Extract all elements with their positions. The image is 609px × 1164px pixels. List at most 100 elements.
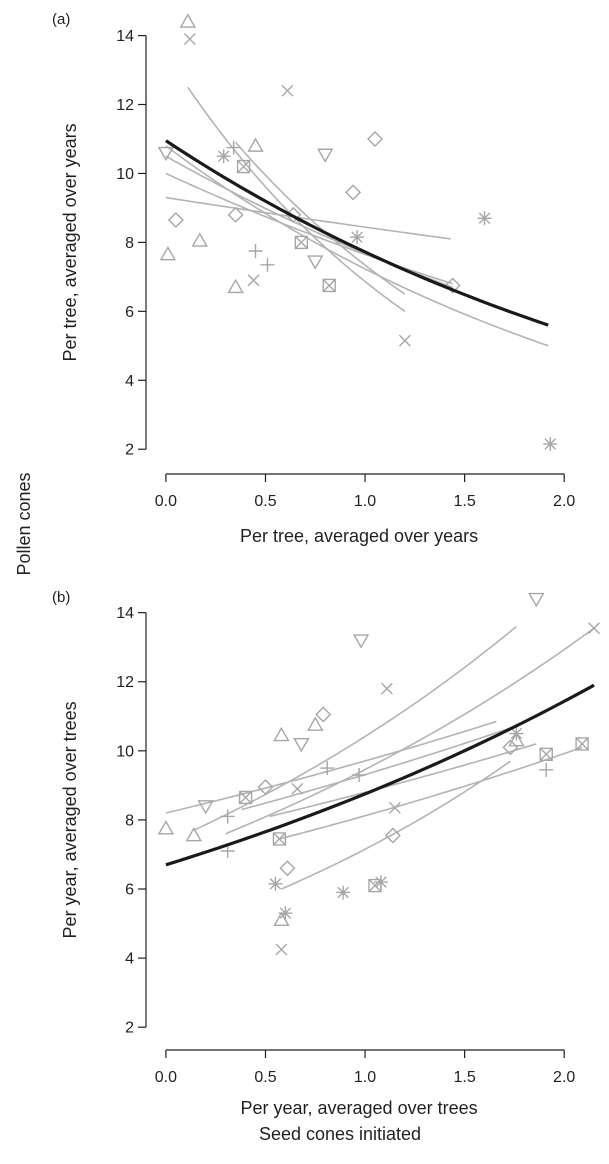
data-point-triangle-up-6 <box>191 232 208 247</box>
data-point-diamond-22 <box>345 184 362 201</box>
shared-xlabel: Seed cones initiated <box>259 1124 421 1144</box>
y-tick-label: 6 <box>125 882 134 899</box>
data-point-boxed-x-9 <box>272 832 287 846</box>
data-point-diamond-7 <box>257 779 274 796</box>
individual-fit-line-7 <box>281 760 511 890</box>
x-tick-label: 1.5 <box>453 1069 475 1086</box>
data-point-asterisk-28 <box>543 437 558 452</box>
y-tick-label: 10 <box>116 166 134 183</box>
x-tick-label: 0.0 <box>155 493 177 510</box>
y-tick-label: 8 <box>125 812 134 829</box>
data-point-boxed-x-34 <box>575 737 589 751</box>
panel-label-b: (b) <box>52 589 70 606</box>
shared-ylabel: Pollen cones <box>14 472 34 575</box>
individual-fit-line-1 <box>165 720 497 814</box>
individual-fit-line-5 <box>269 743 537 818</box>
data-point-x-2 <box>183 33 196 45</box>
y-tick-label: 4 <box>125 373 134 390</box>
individual-fit-line-6 <box>279 746 583 840</box>
data-point-diamond-26 <box>444 277 461 294</box>
data-point-diamond-4 <box>167 211 184 228</box>
data-point-asterisk-7 <box>216 149 231 164</box>
x-axis-title-a: Per tree, averaged over years <box>240 526 478 546</box>
y-tick-label: 14 <box>116 28 134 45</box>
individual-fit-line-4 <box>241 722 525 811</box>
y-axis-title-b: Per year, averaged over trees <box>60 701 80 938</box>
data-point-boxed-x-32 <box>539 747 553 761</box>
data-point-plus-4 <box>220 809 235 824</box>
overall-fit-line <box>165 683 595 867</box>
data-point-diamond-14 <box>279 860 296 877</box>
data-point-triangle-up-11 <box>247 137 264 152</box>
x-tick-label: 0.5 <box>254 1069 276 1086</box>
data-point-boxed-x-6 <box>238 790 253 805</box>
data-point-x-12 <box>275 943 288 956</box>
x-axis-title-b: Per year, averaged over trees <box>240 1098 477 1118</box>
y-tick-label: 4 <box>125 951 134 968</box>
data-point-boxed-x-23 <box>368 878 382 893</box>
data-point-triangle-up-17 <box>307 716 324 731</box>
data-point-diamond-18 <box>315 706 332 723</box>
data-point-asterisk-13 <box>278 906 293 921</box>
data-point-asterisk-20 <box>336 885 351 900</box>
y-tick-label: 12 <box>116 97 134 114</box>
data-point-triangle-up-1 <box>179 13 197 28</box>
individual-fit-line-6 <box>235 141 406 295</box>
data-point-x-15 <box>291 782 304 795</box>
data-point-triangle-up-1 <box>157 820 175 835</box>
x-tick-label: 1.0 <box>354 1069 376 1086</box>
data-point-x-26 <box>388 801 401 814</box>
data-point-plus-19 <box>320 761 335 776</box>
data-point-x-13 <box>247 274 260 287</box>
data-point-triangle-up-30 <box>508 732 525 747</box>
individual-fit-line-5 <box>165 196 451 240</box>
data-point-asterisk-27 <box>477 211 492 226</box>
data-point-plus-33 <box>539 762 554 777</box>
panel-label-a: (a) <box>52 11 70 28</box>
data-point-triangle-down-21 <box>352 634 370 649</box>
x-tick-label: 1.5 <box>453 493 475 510</box>
data-point-x-25 <box>398 334 411 347</box>
data-point-triangle-down-31 <box>528 592 545 608</box>
overall-fit-line <box>165 139 549 327</box>
data-point-plus-22 <box>352 768 367 782</box>
y-tick-label: 10 <box>116 743 134 760</box>
data-point-triangle-down-3 <box>157 146 175 162</box>
individual-fit-line-2 <box>193 625 517 831</box>
data-point-boxed-x-9 <box>236 159 251 174</box>
y-tick-label: 6 <box>125 304 134 321</box>
data-point-diamond-24 <box>367 130 383 147</box>
x-tick-label: 2.0 <box>553 1069 575 1086</box>
individual-fit-line-1 <box>187 86 406 312</box>
data-point-asterisk-23 <box>350 230 365 245</box>
data-point-triangle-up-10 <box>273 726 290 742</box>
data-point-x-35 <box>588 622 600 635</box>
data-point-triangle-down-3 <box>197 800 214 815</box>
data-point-boxed-x-18 <box>294 235 309 250</box>
y-tick-label: 2 <box>125 442 134 459</box>
data-point-triangle-down-16 <box>293 737 310 753</box>
data-point-triangle-up-12 <box>227 278 244 294</box>
data-point-triangle-down-21 <box>317 148 334 163</box>
y-tick-label: 8 <box>125 235 134 252</box>
data-point-x-25 <box>380 682 393 695</box>
individual-fit-line-3 <box>225 627 595 835</box>
x-tick-label: 1.0 <box>354 493 376 510</box>
x-tick-label: 2.0 <box>553 493 575 510</box>
x-tick-label: 0.0 <box>155 1069 177 1086</box>
data-point-triangle-down-19 <box>307 255 324 270</box>
x-tick-label: 0.5 <box>254 493 276 510</box>
data-point-asterisk-24 <box>373 875 388 890</box>
data-point-diamond-10 <box>227 206 244 223</box>
panel-b: (b) 2 4 6 8 10 12 14 0.0 0.5 1.0 1.5 2.0 Per year, av… <box>52 589 600 1118</box>
y-tick-label: 14 <box>116 605 134 622</box>
data-point-triangle-up-2 <box>185 827 202 842</box>
data-point-plus-8 <box>226 140 241 155</box>
data-point-plus-14 <box>248 244 263 259</box>
y-tick-label: 12 <box>116 674 134 691</box>
data-point-x-16 <box>281 84 294 97</box>
panel-a: (a) 2 4 6 8 10 12 14 0.0 0.5 1.0 1.5 2.0 Per tree, av… <box>52 11 575 546</box>
data-point-plus-15 <box>260 257 275 272</box>
data-point-asterisk-8 <box>268 876 283 891</box>
